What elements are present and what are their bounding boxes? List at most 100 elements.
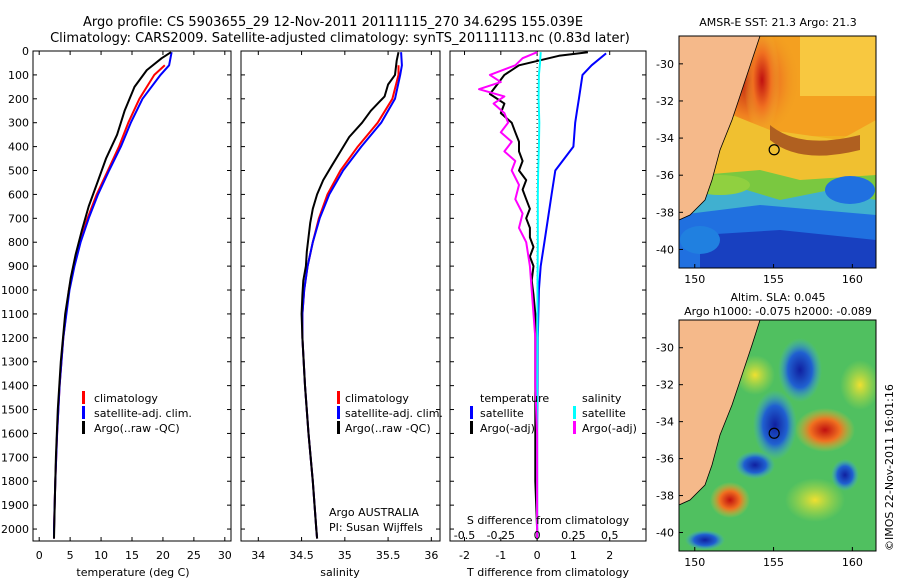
legend-title-temperature: temperature — [480, 392, 549, 405]
map-y-tick-label: -30 — [656, 342, 674, 355]
s-tick-label: 0.5 — [601, 529, 619, 542]
x-tick-label: 20 — [156, 549, 170, 562]
x-tick-label: 10 — [94, 549, 108, 562]
depth-tick-label: 2000 — [1, 523, 29, 536]
depth-tick-label: 0 — [22, 45, 29, 58]
s-tick-label: -0.25 — [487, 529, 515, 542]
map-x-tick-label: 160 — [842, 556, 863, 569]
salinity-x-axis: 34 34.5 35 35.5 36 — [251, 51, 438, 562]
salinity-series — [300, 51, 403, 539]
pi-annotation: PI: Susan Wijffels — [329, 521, 423, 534]
map-y-tick-label: -38 — [656, 206, 674, 219]
legend-swatch-s-satellite — [573, 406, 576, 419]
depth-tick-label: 200 — [8, 93, 29, 106]
temperature-xlabel: temperature (deg C) — [76, 566, 189, 579]
legend-label-t-argo: Argo(-adj) — [480, 422, 535, 435]
legend-swatch-satellite — [82, 406, 85, 419]
sla-map-panel: Altim. SLA: 0.045 Argo h1000: -0.075 h20… — [656, 291, 877, 569]
salinity-depth-ticks — [241, 50, 440, 530]
difference-legend: temperature salinity satellite Argo(-adj… — [470, 392, 637, 435]
map-y-tick-label: -32 — [656, 379, 674, 392]
coastline — [679, 320, 761, 506]
coastline-land — [679, 36, 760, 220]
salinity-legend: climatology satellite-adj. clim. Argo(..… — [337, 391, 443, 435]
x-tick-label: -2 — [459, 549, 470, 562]
legend-swatch-t-satellite — [470, 406, 473, 419]
temperature-legend: climatology satellite-adj. clim. Argo(..… — [82, 391, 192, 435]
sst-map-axes: 150 155 160 -30 -32 -34 -36 -38 -40 — [656, 58, 863, 286]
map-y-tick-label: -38 — [656, 490, 674, 503]
s-tick-label: 0 — [534, 529, 541, 542]
map-y-tick-label: -40 — [656, 527, 674, 540]
legend-label-satellite: satellite-adj. clim. — [94, 407, 192, 420]
map-x-tick-label: 150 — [684, 273, 705, 286]
difference-series — [478, 51, 607, 539]
legend-swatch-s-argo — [573, 421, 576, 434]
s-difference-ticks: -0.5 -0.25 0 0.25 0.5 — [454, 529, 619, 542]
x-tick-label: 35 — [338, 549, 352, 562]
header-line-2: Climatology: CARS2009. Satellite-adjuste… — [50, 31, 630, 46]
legend-label-s-argo: Argo(-adj) — [582, 422, 637, 435]
depth-tick-label: 300 — [8, 117, 29, 130]
x-tick-label: 1 — [570, 549, 577, 562]
legend-label-climatology: climatology — [94, 392, 158, 405]
map-y-tick-label: -32 — [656, 95, 674, 108]
depth-tick-label: 1100 — [1, 308, 29, 321]
sla-map-axes: 150 155 160 -30 -32 -34 -36 -38 -40 — [656, 342, 863, 569]
x-tick-label: -1 — [495, 549, 506, 562]
sla-map-frame — [678, 319, 877, 552]
institution-annotation: Argo AUSTRALIA — [329, 506, 419, 519]
x-tick-label: 5 — [67, 549, 74, 562]
t-difference-label: T difference from climatology — [466, 566, 629, 579]
x-tick-label: 25 — [187, 549, 201, 562]
series-line-argo-raw-qc — [53, 51, 172, 539]
sst-map-field — [679, 36, 876, 268]
depth-tick-label: 500 — [8, 165, 29, 178]
legend-label-t-satellite: satellite — [480, 407, 524, 420]
x-tick-label: 36 — [424, 549, 438, 562]
depth-tick-label: 1700 — [1, 451, 29, 464]
legend-swatch-argo — [82, 421, 85, 434]
argo-position-marker — [768, 427, 780, 439]
depth-tick-label: 1000 — [1, 284, 29, 297]
legend-label-argo: Argo(..raw -QC) — [94, 422, 180, 435]
legend-label-argo: Argo(..raw -QC) — [345, 422, 431, 435]
depth-tick-label: 400 — [8, 141, 29, 154]
map-y-tick-label: -36 — [656, 453, 674, 466]
legend-label-s-satellite: satellite — [582, 407, 626, 420]
map-y-tick-label: -36 — [656, 169, 674, 182]
argo-position-marker — [768, 144, 780, 156]
depth-tick-label: 700 — [8, 212, 29, 225]
map-y-tick-label: -30 — [656, 58, 674, 71]
imos-credit: ©IMOS 22-Nov-2011 16:01:16 — [883, 384, 896, 551]
series-line-s-argo-adj — [478, 51, 539, 539]
temperature-series — [53, 51, 173, 539]
depth-tick-label: 1800 — [1, 475, 29, 488]
coastline-land — [679, 320, 760, 505]
map-x-tick-label: 155 — [763, 273, 784, 286]
series-line-argo-raw-qc — [300, 51, 400, 539]
legend-swatch-t-argo — [470, 421, 473, 434]
salinity-xlabel: salinity — [320, 566, 360, 579]
coastline — [679, 36, 761, 221]
x-tick-label: 15 — [125, 549, 139, 562]
temperature-axes-frame — [32, 50, 232, 542]
x-tick-label: 30 — [218, 549, 232, 562]
map-x-tick-label: 150 — [684, 556, 705, 569]
map-y-tick-label: -34 — [656, 132, 674, 145]
sla-map-title-2: Argo h1000: -0.075 h2000: -0.089 — [684, 305, 872, 318]
depth-tick-label: 1400 — [1, 380, 29, 393]
temperature-x-axis: 0 5 10 15 20 25 30 — [36, 51, 232, 562]
depth-tick-label: 1200 — [1, 332, 29, 345]
s-difference-label: S difference from climatology — [467, 514, 630, 527]
x-tick-label: 35.5 — [376, 549, 401, 562]
map-y-tick-label: -34 — [656, 416, 674, 429]
depth-axis: 0 100 200 300 400 500 600 700 800 900 1000 1100 1200… — [1, 45, 231, 536]
sst-map-panel: AMSR-E SST: 21.3 Argo: 21.3 150 155 160 -30… — [656, 16, 877, 286]
x-tick-label: 34 — [251, 549, 265, 562]
depth-tick-label: 1900 — [1, 499, 29, 512]
legend-label-climatology: climatology — [345, 392, 409, 405]
map-y-tick-label: -40 — [656, 243, 674, 256]
x-tick-label: 34.5 — [289, 549, 314, 562]
